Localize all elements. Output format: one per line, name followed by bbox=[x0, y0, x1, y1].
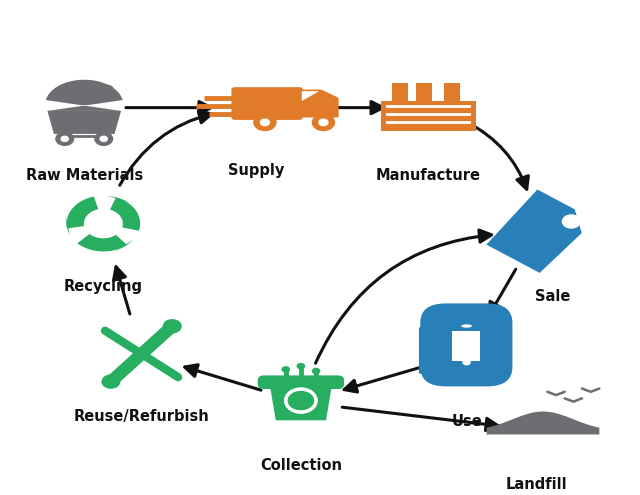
Text: Reuse/Refurbish: Reuse/Refurbish bbox=[74, 409, 209, 425]
Circle shape bbox=[562, 214, 581, 229]
Circle shape bbox=[94, 132, 113, 146]
Circle shape bbox=[318, 118, 329, 126]
FancyBboxPatch shape bbox=[232, 87, 303, 120]
Polygon shape bbox=[112, 240, 134, 253]
Polygon shape bbox=[67, 197, 99, 228]
Ellipse shape bbox=[282, 366, 290, 373]
Text: Collection: Collection bbox=[260, 458, 342, 473]
Ellipse shape bbox=[312, 368, 321, 374]
Circle shape bbox=[260, 118, 270, 126]
Circle shape bbox=[462, 359, 471, 365]
FancyBboxPatch shape bbox=[416, 83, 432, 101]
Circle shape bbox=[312, 113, 335, 131]
Ellipse shape bbox=[76, 83, 102, 93]
Ellipse shape bbox=[94, 84, 113, 92]
Circle shape bbox=[163, 319, 182, 334]
Ellipse shape bbox=[60, 84, 82, 92]
FancyBboxPatch shape bbox=[392, 83, 408, 101]
Circle shape bbox=[99, 136, 108, 142]
Polygon shape bbox=[65, 215, 70, 236]
Text: Use: Use bbox=[451, 414, 482, 429]
Polygon shape bbox=[106, 196, 132, 203]
FancyBboxPatch shape bbox=[452, 331, 481, 360]
Polygon shape bbox=[300, 90, 339, 117]
Text: Raw Materials: Raw Materials bbox=[26, 168, 143, 183]
Ellipse shape bbox=[484, 344, 497, 350]
Polygon shape bbox=[110, 198, 140, 231]
Text: Supply: Supply bbox=[228, 163, 284, 178]
Circle shape bbox=[101, 374, 120, 389]
Polygon shape bbox=[486, 411, 599, 435]
FancyBboxPatch shape bbox=[381, 101, 476, 131]
Polygon shape bbox=[486, 190, 582, 273]
Text: Landfill: Landfill bbox=[506, 477, 568, 492]
Ellipse shape bbox=[484, 333, 497, 339]
FancyBboxPatch shape bbox=[444, 83, 460, 101]
Polygon shape bbox=[419, 321, 445, 374]
Polygon shape bbox=[302, 91, 319, 101]
Ellipse shape bbox=[461, 324, 472, 328]
Ellipse shape bbox=[296, 363, 305, 369]
Text: Sale: Sale bbox=[535, 289, 570, 304]
FancyBboxPatch shape bbox=[420, 303, 513, 387]
Polygon shape bbox=[77, 234, 127, 251]
Polygon shape bbox=[269, 384, 332, 420]
Polygon shape bbox=[47, 111, 121, 134]
Polygon shape bbox=[46, 80, 123, 111]
Circle shape bbox=[60, 136, 69, 142]
Text: Manufacture: Manufacture bbox=[376, 168, 481, 183]
FancyBboxPatch shape bbox=[258, 375, 344, 389]
Text: Recycling: Recycling bbox=[64, 279, 143, 294]
Ellipse shape bbox=[484, 354, 497, 360]
Circle shape bbox=[55, 132, 74, 146]
Circle shape bbox=[253, 113, 276, 131]
